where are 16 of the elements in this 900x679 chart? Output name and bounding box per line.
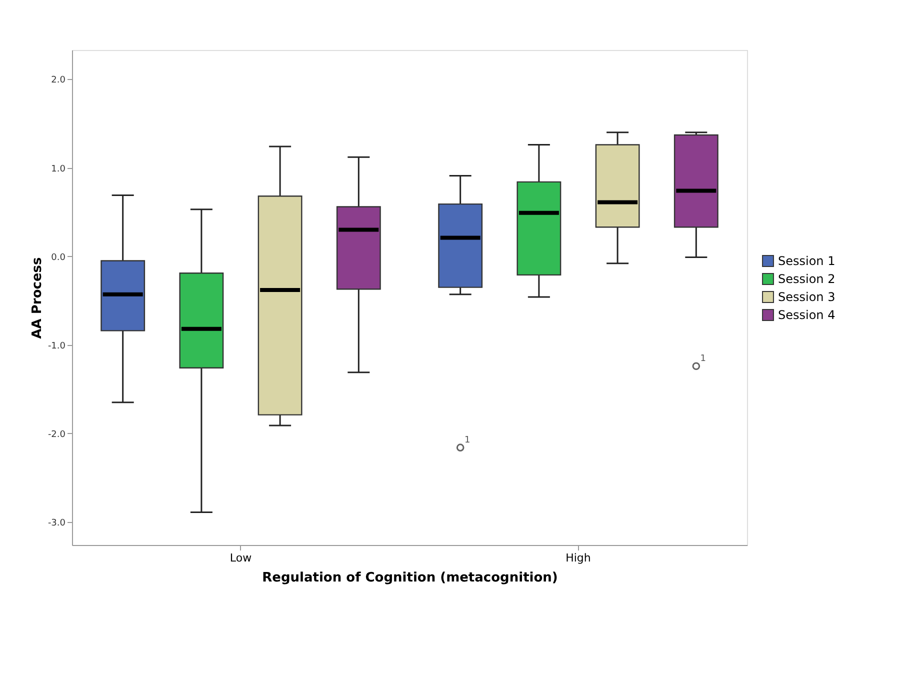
legend-label: Session 4 <box>778 308 836 322</box>
legend-label: Session 2 <box>778 272 836 286</box>
y-tick-label: -1.0 <box>48 341 66 352</box>
y-tick-label: 2.0 <box>51 76 66 86</box>
x-tick-label: High <box>566 552 591 564</box>
legend-label: Session 1 <box>778 254 836 268</box>
annotation: 1 <box>464 436 470 446</box>
y-tick-label: -2.0 <box>48 430 66 440</box>
y-axis-title: AA Process <box>30 256 45 339</box>
y-tick-label: 0.0 <box>51 252 66 263</box>
x-tick-label: Low <box>230 552 252 564</box>
y-tick-label: -3.0 <box>48 518 66 528</box>
x-axis-title: Regulation of Cognition (metacognition) <box>262 570 558 586</box>
legend-label: Session 3 <box>778 290 836 304</box>
annotation: 1 <box>700 354 706 364</box>
y-tick-label: 1.0 <box>51 164 66 174</box>
